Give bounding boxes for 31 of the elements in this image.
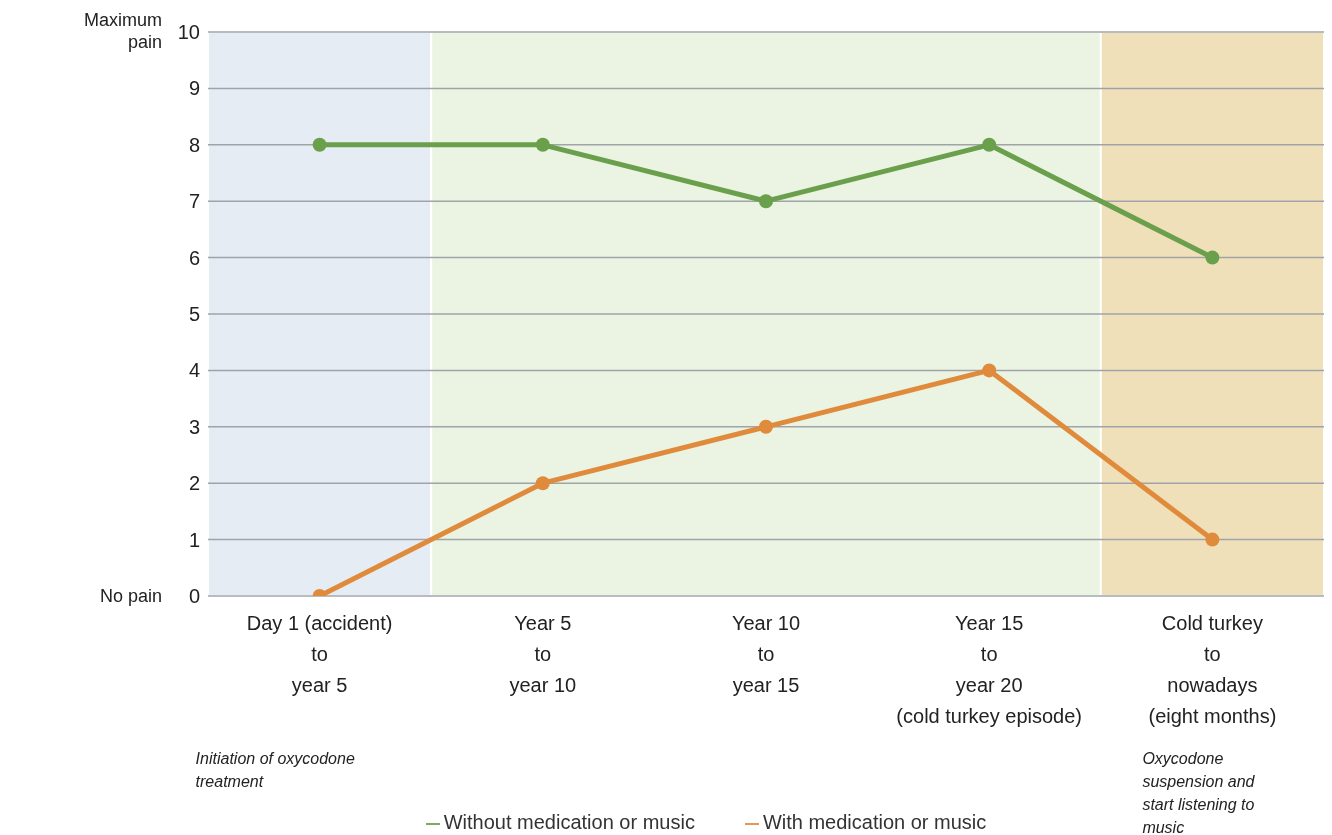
x-tick-label: Year 10 to year 15 [731,612,801,696]
y-tick-label: 0 [188,585,200,607]
point [535,137,550,152]
point [759,194,773,209]
y-tick-label: 1 [188,528,200,551]
point [535,476,550,491]
y-tick-label: 7 [188,190,200,213]
x-tick-label: Day 1 (accident) to year 5 [246,612,393,696]
x-tick-label: Year 5 to year 10 [509,612,577,696]
point [982,137,997,152]
legend-label: With medication or music [762,811,987,833]
x-tick-label: Year 15 to year 20 (cold turkey episode) [896,612,1083,727]
y-tick-label: 4 [188,359,200,382]
x-tick-label: Cold turkey to nowadays (eight months) [1148,612,1277,727]
y-tick-label: 6 [188,246,200,269]
y-tick-label: 10 [177,21,200,43]
y-tick-label: 3 [188,415,200,438]
point [759,419,773,434]
point [1205,250,1220,265]
text: Oxycodone suspension and start listening to music [1142,750,1256,835]
y-tick-label: 2 [188,472,200,495]
legend-label: Without medication or music [443,811,695,833]
y-tick-label: 8 [188,133,200,156]
y-tick-label: 5 [188,303,200,325]
text: No pain [99,586,162,606]
point [312,137,327,152]
text: Maximum pain [83,10,162,52]
text: Initiation of oxycodone treatment [195,750,355,790]
point [1205,532,1220,547]
point [982,363,997,378]
y-tick-label: 9 [188,77,200,100]
